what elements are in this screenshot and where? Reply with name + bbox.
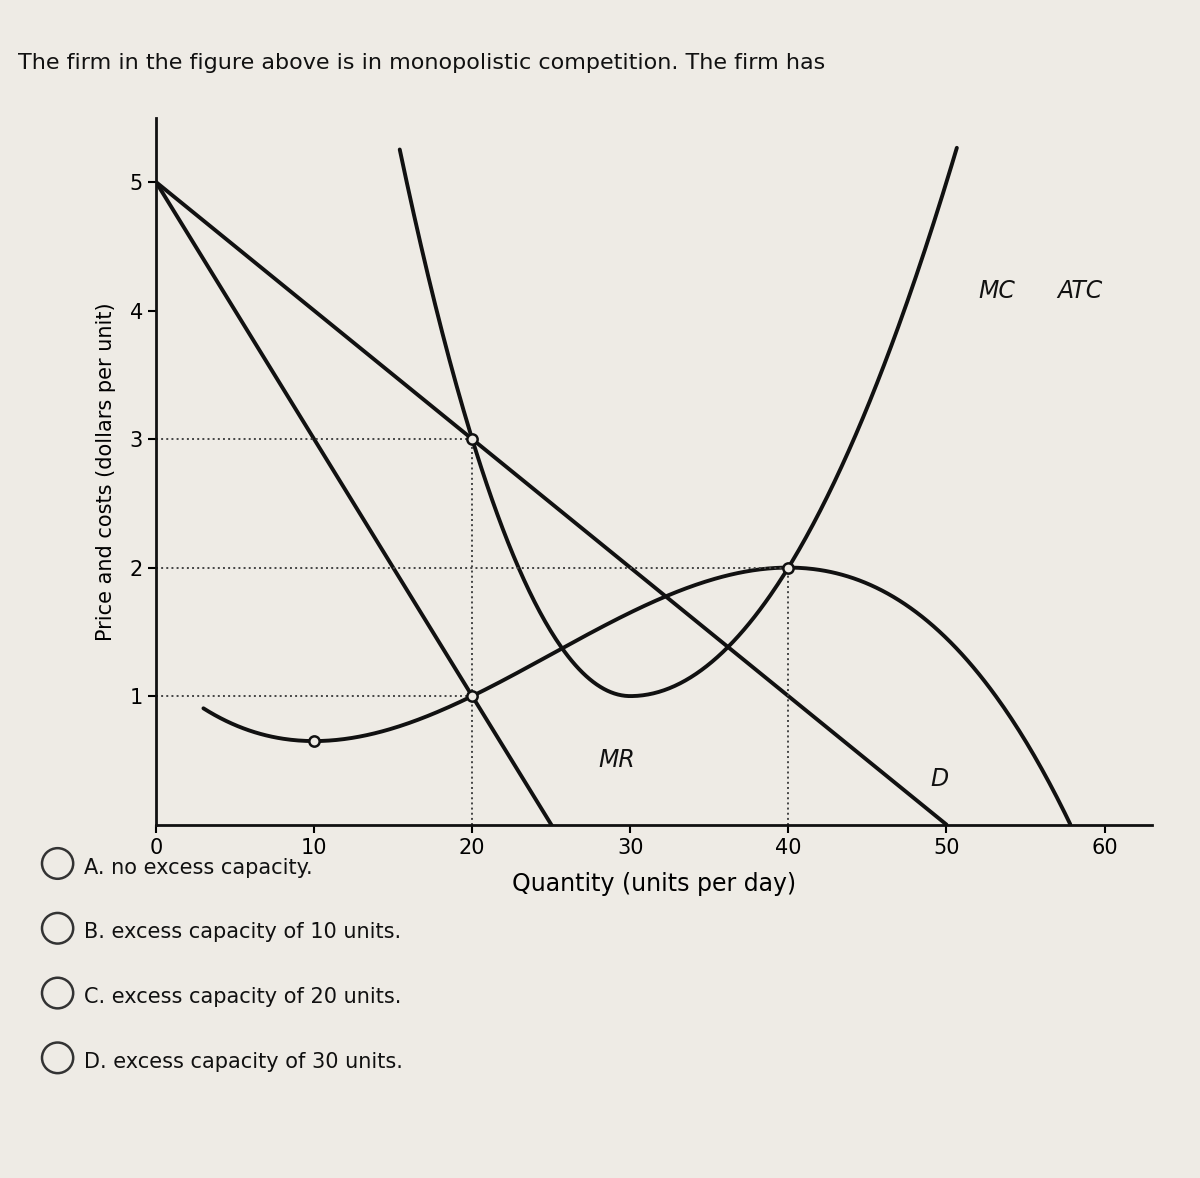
Text: ATC: ATC bbox=[1057, 279, 1103, 303]
Point bbox=[305, 732, 324, 750]
Text: C. excess capacity of 20 units.: C. excess capacity of 20 units. bbox=[84, 987, 401, 1007]
Text: D: D bbox=[931, 767, 949, 792]
Text: MC: MC bbox=[978, 279, 1015, 303]
X-axis label: Quantity (units per day): Quantity (units per day) bbox=[512, 872, 796, 895]
Point bbox=[462, 687, 481, 706]
Text: B. excess capacity of 10 units.: B. excess capacity of 10 units. bbox=[84, 922, 401, 942]
Point bbox=[779, 558, 798, 577]
Y-axis label: Price and costs (dollars per unit): Price and costs (dollars per unit) bbox=[96, 302, 115, 641]
Text: The firm in the figure above is in monopolistic competition. The firm has: The firm in the figure above is in monop… bbox=[18, 53, 826, 73]
Text: A. no excess capacity.: A. no excess capacity. bbox=[84, 858, 313, 878]
Point bbox=[462, 430, 481, 449]
Text: MR: MR bbox=[599, 748, 636, 772]
Text: D. excess capacity of 30 units.: D. excess capacity of 30 units. bbox=[84, 1052, 403, 1072]
